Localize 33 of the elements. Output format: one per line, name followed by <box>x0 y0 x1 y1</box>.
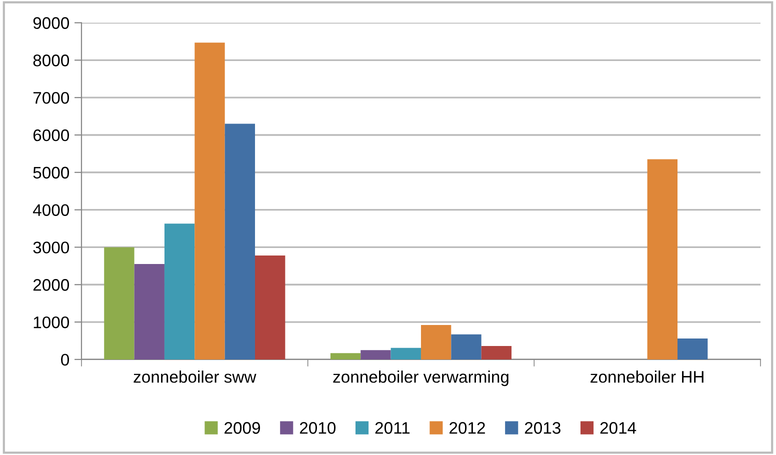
legend-label: 2013 <box>524 422 560 434</box>
bar <box>677 338 708 360</box>
bar <box>224 124 255 360</box>
y-tick-label: 5000 <box>33 166 70 179</box>
bar <box>481 346 512 360</box>
bar <box>134 264 164 360</box>
x-tick-label: zonneboiler HH <box>590 370 704 383</box>
y-tick-label: 1000 <box>34 316 70 328</box>
y-tick-label: 8000 <box>33 54 70 66</box>
y-tick-label: 7000 <box>33 92 70 104</box>
legend-label: 2014 <box>600 422 636 434</box>
y-tick-label: 9000 <box>33 17 70 29</box>
bar <box>104 247 134 360</box>
y-tick-label: 2000 <box>33 279 70 291</box>
bar <box>390 348 421 360</box>
y-tick-label: 3000 <box>33 242 70 254</box>
y-tick-label: 6000 <box>33 129 70 142</box>
legend-label: 2010 <box>300 422 336 434</box>
bar <box>451 334 482 360</box>
y-tick-label: 4000 <box>32 204 70 216</box>
y-tick-label: 0 <box>61 354 70 366</box>
x-tick-label: zonneboiler sww <box>134 370 256 383</box>
bar <box>360 350 391 360</box>
legend-label: 2011 <box>375 422 410 434</box>
bar <box>647 159 678 360</box>
bar <box>164 224 195 360</box>
legend-label: 2012 <box>450 422 485 434</box>
bar <box>330 353 361 360</box>
bar <box>420 325 452 360</box>
bar <box>255 255 286 360</box>
bar <box>194 42 225 360</box>
x-tick-label: zonneboiler verwarming <box>333 370 508 386</box>
legend-label: 2009 <box>224 422 260 434</box>
